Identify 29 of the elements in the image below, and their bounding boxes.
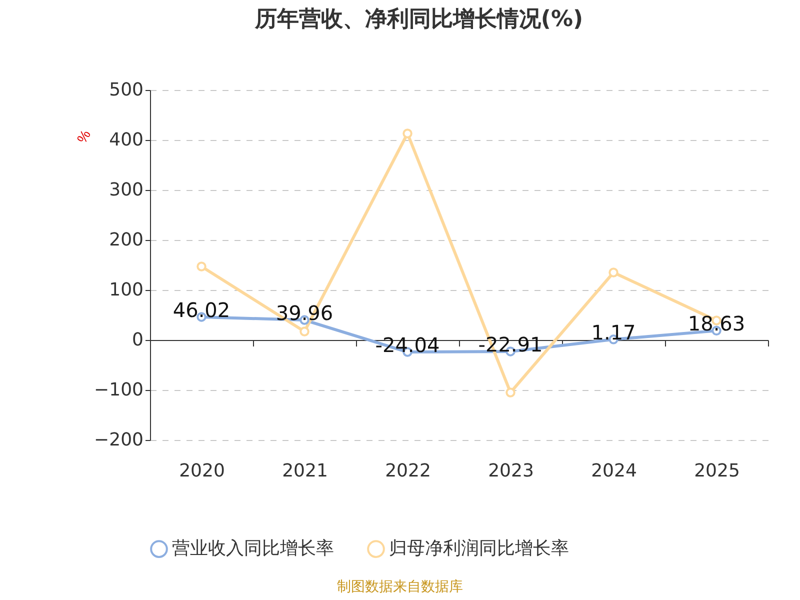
data-label: 39.96 (276, 301, 334, 326)
chart-title: 历年营收、净利同比增长情况(%) (254, 7, 584, 32)
y-tick-label: 500 (109, 80, 144, 100)
point (506, 388, 516, 398)
x-tick-label: 2023 (488, 460, 534, 482)
data-label: 18.63 (688, 312, 746, 336)
x-tick-label: 2025 (694, 460, 740, 482)
data-label: 46.02 (172, 298, 230, 322)
x-tick-label: 2020 (179, 460, 225, 482)
y-tick-label: 300 (109, 180, 144, 200)
y-axis-title: % (74, 127, 94, 146)
data-label: -24.04 (375, 333, 440, 358)
data-label: 1.17 (591, 320, 636, 344)
y-tick-label: 400 (109, 130, 144, 150)
x-tick-label: 2021 (282, 460, 328, 482)
legend-label: 归母净利润同比增长率 (389, 538, 569, 560)
y-tick-label: 0 (132, 330, 144, 350)
point (196, 262, 206, 272)
x-tick-label: 2022 (385, 460, 431, 482)
point (608, 268, 618, 278)
text: 制图数据来自数据库 (336, 578, 464, 596)
point (300, 326, 310, 336)
legend-label: 营业收入同比增长率 (172, 538, 334, 560)
y-tick-label: −200 (94, 430, 144, 450)
point (402, 128, 412, 138)
x-tick-label: 2024 (591, 460, 637, 482)
y-tick-label: −100 (94, 380, 144, 400)
y-tick-label: 100 (109, 280, 144, 300)
y-tick-label: 200 (109, 230, 144, 250)
